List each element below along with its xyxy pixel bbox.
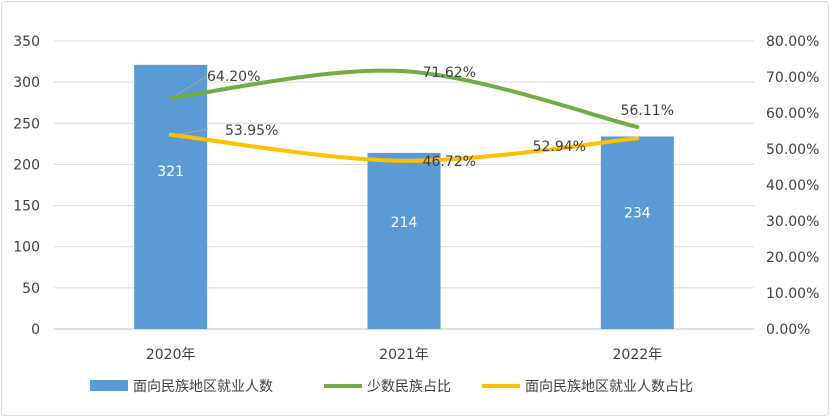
right-tick-label: 0.00% (766, 322, 810, 338)
line-data-label: 64.20% (207, 69, 260, 85)
bar-value-label: 234 (624, 205, 651, 221)
bar-series: 321 214 234 (134, 64, 674, 329)
right-tick-label: 60.00% (766, 106, 819, 122)
left-tick-label: 350 (13, 34, 40, 50)
left-tick-label: 200 (13, 157, 40, 173)
left-tick-label: 250 (13, 116, 40, 132)
bar (600, 136, 674, 329)
line-data-label: 56.11% (621, 103, 674, 119)
category-label: 2022年 (613, 347, 663, 363)
right-tick-label: 50.00% (766, 142, 819, 158)
category-label: 2021年 (379, 347, 429, 363)
category-label: 2020年 (146, 347, 196, 363)
bar (367, 152, 441, 329)
right-tick-label: 40.00% (766, 178, 819, 194)
legend-label: 面向民族地区就业人数占比 (525, 379, 693, 395)
bar-value-label: 321 (157, 164, 184, 180)
right-axis-ticks: 0.00% 10.00% 20.00% 30.00% 40.00% 50.00% 60.00… (766, 34, 819, 338)
line-data-label: 71.62% (423, 65, 476, 81)
left-tick-label: 300 (13, 75, 40, 91)
legend-label: 面向民族地区就业人数 (133, 379, 273, 395)
line-data-label: 53.95% (225, 123, 278, 139)
data-labels: 64.20% 71.62% 56.11% 53.95% 46.72% 52.94% (207, 65, 674, 170)
right-tick-label: 10.00% (766, 286, 819, 302)
series-line (168, 68, 640, 130)
left-tick-label: 50 (22, 281, 40, 297)
legend: 面向民族地区就业人数 少数民族占比 面向民族地区就业人数占比 (90, 379, 693, 395)
series-line (168, 132, 640, 163)
line-data-label: 46.72% (423, 154, 476, 170)
right-tick-label: 70.00% (766, 70, 819, 86)
legend-label: 少数民族占比 (367, 379, 451, 395)
left-tick-label: 0 (31, 322, 40, 338)
bar-value-label: 214 (391, 215, 418, 231)
right-tick-label: 20.00% (766, 250, 819, 266)
bar (134, 64, 208, 329)
right-tick-label: 80.00% (766, 34, 819, 50)
legend-swatch-bar (90, 380, 128, 391)
line-series (168, 68, 640, 163)
left-tick-label: 150 (13, 199, 40, 215)
line-data-label: 52.94% (533, 139, 586, 155)
right-tick-label: 30.00% (766, 214, 819, 230)
left-axis-ticks: 0 50 100 150 200 250 300 350 (13, 34, 40, 338)
category-labels: 2020年 2021年 2022年 (146, 347, 662, 363)
left-tick-label: 100 (13, 240, 40, 256)
